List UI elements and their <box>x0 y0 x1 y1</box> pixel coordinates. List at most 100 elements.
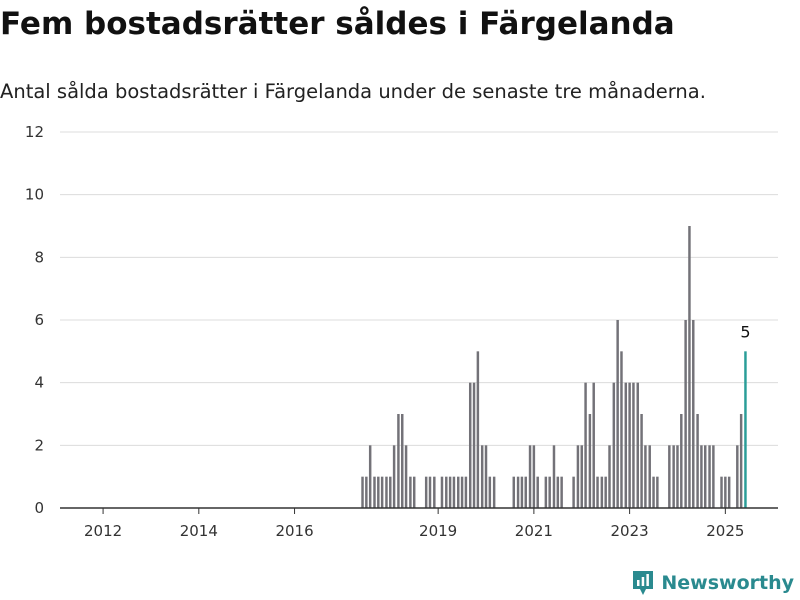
x-tick-label: 2023 <box>611 522 649 540</box>
bar <box>632 382 635 508</box>
y-tick-label: 8 <box>34 248 44 266</box>
bar <box>656 476 659 508</box>
bar <box>584 382 587 508</box>
bar <box>484 445 488 508</box>
bar <box>556 476 560 508</box>
bar <box>636 382 639 508</box>
bar <box>516 476 520 508</box>
x-tick-label: 2014 <box>180 522 218 540</box>
bar <box>480 445 484 508</box>
bar <box>724 476 727 508</box>
bar <box>696 414 699 508</box>
bar <box>492 476 496 508</box>
x-tick-label: 2019 <box>419 522 457 540</box>
bar <box>428 476 432 508</box>
chart-subtitle: Antal sålda bostadsrätter i Färgelanda u… <box>0 80 706 103</box>
bar <box>460 476 464 508</box>
bar <box>624 382 628 508</box>
bar <box>644 445 647 508</box>
bar <box>445 476 448 508</box>
bar <box>468 382 472 508</box>
bar <box>572 476 575 508</box>
bar <box>392 445 396 508</box>
bar <box>365 476 368 508</box>
bar <box>412 476 416 508</box>
bar <box>457 476 460 508</box>
bar <box>727 476 731 508</box>
x-tick-label: 2016 <box>275 522 313 540</box>
bar <box>604 476 607 508</box>
chart-title: Fem bostadsrätter såldes i Färgelanda <box>0 6 675 42</box>
bar <box>409 476 412 508</box>
bar-value-label: 5 <box>740 322 750 341</box>
bar <box>588 414 592 508</box>
newsworthy-logo-icon <box>633 571 654 595</box>
bar <box>708 445 711 508</box>
bar <box>692 320 695 508</box>
bar <box>612 382 616 508</box>
bar <box>720 476 723 508</box>
labels: 0 2 4 6 8 10 12 5 2012 2014 2016 2019 2021 2023 2025 <box>25 123 751 540</box>
bar <box>512 476 516 508</box>
bar <box>472 382 476 508</box>
bar <box>385 476 388 508</box>
bar <box>448 476 452 508</box>
bar <box>368 445 372 508</box>
bar <box>389 476 392 508</box>
bar <box>580 445 583 508</box>
bar <box>628 382 631 508</box>
bar <box>532 445 536 508</box>
y-tick-label: 10 <box>25 186 44 204</box>
bar <box>640 414 643 508</box>
bar-highlight <box>744 351 747 508</box>
bar <box>488 476 492 508</box>
bar <box>700 445 703 508</box>
bar <box>672 445 675 508</box>
bar <box>476 351 480 508</box>
bar <box>680 414 683 508</box>
bar <box>452 476 456 508</box>
bar <box>404 445 408 508</box>
bar <box>684 320 687 508</box>
bar <box>524 476 527 508</box>
bar <box>433 476 436 508</box>
y-tick-label: 12 <box>25 123 44 141</box>
brand-name: Newsworthy <box>661 572 794 594</box>
bar <box>596 476 599 508</box>
bar <box>652 476 655 508</box>
bar <box>548 476 551 508</box>
bar <box>373 476 376 508</box>
bar <box>676 445 679 508</box>
bar <box>424 476 428 508</box>
y-tick-label: 2 <box>34 436 44 454</box>
bar <box>688 226 691 508</box>
axes <box>60 507 778 514</box>
brand-logo: Newsworthy <box>631 569 794 597</box>
bar <box>736 445 739 508</box>
y-tick-label: 4 <box>34 374 44 392</box>
bar <box>377 476 380 508</box>
bar <box>544 476 548 508</box>
bar <box>520 476 524 508</box>
bar <box>536 476 539 508</box>
bars <box>361 226 747 508</box>
bar <box>560 476 563 508</box>
bar <box>668 445 671 508</box>
bar <box>576 445 580 508</box>
bar <box>592 382 595 508</box>
bar <box>552 445 556 508</box>
bar <box>440 476 444 508</box>
bar <box>397 414 400 508</box>
bar <box>620 351 623 508</box>
x-tick-label: 2021 <box>515 522 553 540</box>
bar <box>616 320 619 508</box>
bar <box>648 445 651 508</box>
bar <box>608 445 611 508</box>
bar <box>704 445 707 508</box>
bar <box>361 476 364 508</box>
bar <box>401 414 404 508</box>
bar <box>380 476 384 508</box>
bar <box>600 476 604 508</box>
bar <box>528 445 532 508</box>
